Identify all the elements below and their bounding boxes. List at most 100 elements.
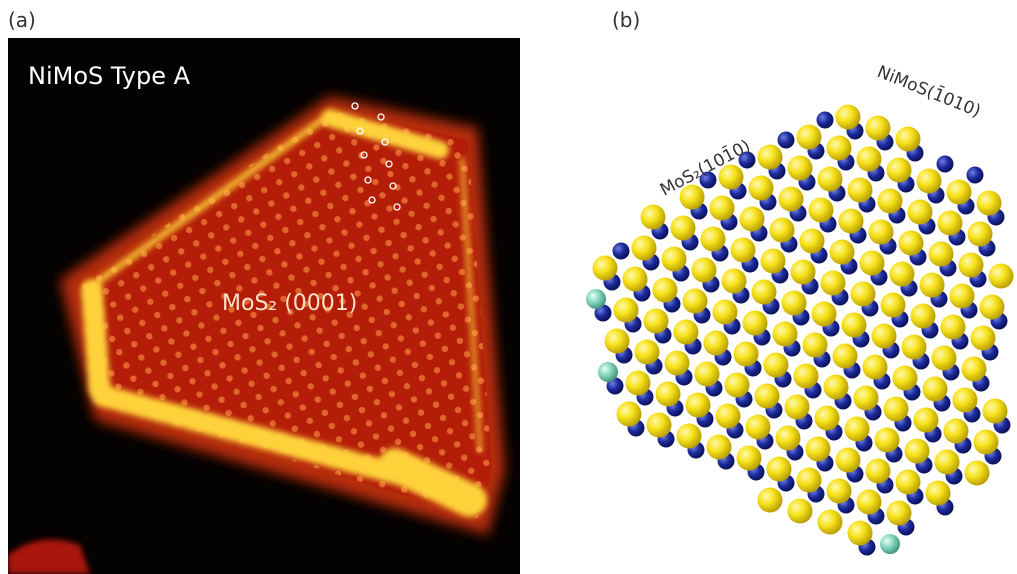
ni-atom (880, 534, 900, 554)
s-atom (883, 396, 909, 422)
s-atom (700, 226, 726, 252)
s-atom (841, 312, 867, 338)
s-atom (760, 248, 786, 274)
s-atom (808, 197, 834, 223)
s-atom (661, 246, 687, 272)
s-atom (961, 356, 987, 382)
s-atom (856, 489, 882, 515)
s-atom (814, 405, 840, 431)
s-atom (763, 352, 789, 378)
atomic-model (586, 104, 1014, 556)
s-atom (832, 343, 858, 369)
s-atom (943, 418, 969, 444)
s-atom (631, 235, 657, 261)
ni-atom (586, 289, 606, 309)
s-atom (718, 164, 744, 190)
s-atom (604, 328, 630, 354)
mo-atom (606, 377, 624, 395)
s-atom (925, 480, 951, 506)
s-atom (889, 261, 915, 287)
s-atom (829, 239, 855, 265)
s-atom (811, 301, 837, 327)
s-atom (847, 177, 873, 203)
mo-atom (699, 171, 717, 189)
s-atom (919, 272, 945, 298)
s-atom (613, 297, 639, 323)
s-atom (862, 354, 888, 380)
s-atom (769, 217, 795, 243)
s-atom (931, 345, 957, 371)
s-atom (730, 237, 756, 263)
s-atom (913, 407, 939, 433)
image-annotation: MoS₂ (0001) (222, 291, 357, 316)
s-atom (733, 341, 759, 367)
s-atom (835, 447, 861, 473)
mo-atom (966, 166, 984, 184)
s-atom (865, 458, 891, 484)
mo-atom (594, 304, 612, 322)
s-atom (904, 438, 930, 464)
s-atom (793, 363, 819, 389)
panel-label: (a) (8, 8, 36, 32)
s-atom (952, 387, 978, 413)
s-atom (679, 184, 705, 210)
s-atom (676, 423, 702, 449)
s-atom (901, 334, 927, 360)
s-atom (643, 308, 669, 334)
s-atom (847, 520, 873, 546)
s-atom (673, 319, 699, 345)
s-atom (853, 385, 879, 411)
s-atom (652, 277, 678, 303)
s-atom (970, 325, 996, 351)
s-atom (907, 199, 933, 225)
s-atom (751, 279, 777, 305)
mo-atom (777, 131, 795, 149)
s-atom (820, 270, 846, 296)
s-atom (766, 456, 792, 482)
s-atom (880, 292, 906, 318)
s-atom (772, 321, 798, 347)
edge-label: NiMoS(1̄010) (874, 60, 984, 122)
s-atom (796, 124, 822, 150)
s-atom (868, 219, 894, 245)
s-atom (817, 509, 843, 535)
s-atom (622, 266, 648, 292)
s-atom (895, 469, 921, 495)
s-atom (802, 332, 828, 358)
s-atom (856, 146, 882, 172)
s-atom (982, 398, 1008, 424)
s-atom (928, 241, 954, 267)
s-atom (592, 255, 618, 281)
s-atom (805, 436, 831, 462)
s-atom (691, 257, 717, 283)
s-atom (616, 401, 642, 427)
image-title: NiMoS Type A (28, 62, 191, 90)
s-atom (712, 299, 738, 325)
s-atom (859, 250, 885, 276)
s-atom (916, 168, 942, 194)
s-atom (706, 434, 732, 460)
s-atom (664, 350, 690, 376)
s-atom (742, 310, 768, 336)
s-atom (946, 179, 972, 205)
mo-atom (816, 111, 834, 129)
s-atom (826, 478, 852, 504)
s-atom (715, 403, 741, 429)
s-atom (694, 361, 720, 387)
s-atom (949, 283, 975, 309)
s-atom (775, 425, 801, 451)
s-atom (940, 314, 966, 340)
stm-image: NiMoS Type A MoS₂ (0001) (8, 38, 520, 574)
s-atom (796, 467, 822, 493)
s-atom (784, 394, 810, 420)
s-atom (877, 188, 903, 214)
s-atom (886, 500, 912, 526)
s-atom (895, 126, 921, 152)
s-atom (886, 157, 912, 183)
s-atom (781, 290, 807, 316)
s-atom (892, 365, 918, 391)
s-atom (922, 376, 948, 402)
s-atom (850, 281, 876, 307)
s-atom (799, 228, 825, 254)
s-atom (787, 498, 813, 524)
